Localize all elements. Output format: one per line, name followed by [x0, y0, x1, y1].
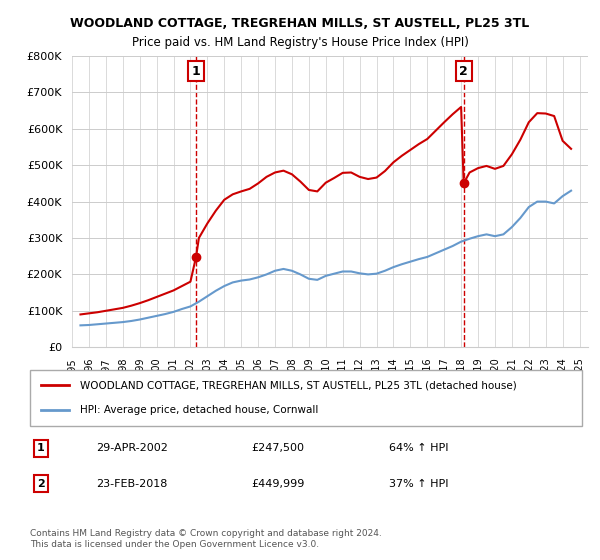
Text: 1: 1: [37, 444, 45, 454]
Text: 64% ↑ HPI: 64% ↑ HPI: [389, 444, 448, 454]
Text: 2: 2: [37, 479, 45, 489]
Text: WOODLAND COTTAGE, TREGREHAN MILLS, ST AUSTELL, PL25 3TL: WOODLAND COTTAGE, TREGREHAN MILLS, ST AU…: [70, 17, 530, 30]
Text: Contains HM Land Registry data © Crown copyright and database right 2024.
This d: Contains HM Land Registry data © Crown c…: [30, 529, 382, 549]
Text: 37% ↑ HPI: 37% ↑ HPI: [389, 479, 448, 489]
Text: WOODLAND COTTAGE, TREGREHAN MILLS, ST AUSTELL, PL25 3TL (detached house): WOODLAND COTTAGE, TREGREHAN MILLS, ST AU…: [80, 380, 517, 390]
Text: 23-FEB-2018: 23-FEB-2018: [96, 479, 167, 489]
Text: 2: 2: [459, 65, 468, 78]
Text: £247,500: £247,500: [251, 444, 304, 454]
Text: £449,999: £449,999: [251, 479, 304, 489]
Text: HPI: Average price, detached house, Cornwall: HPI: Average price, detached house, Corn…: [80, 405, 318, 415]
Text: 1: 1: [191, 65, 200, 78]
Text: 29-APR-2002: 29-APR-2002: [96, 444, 168, 454]
FancyBboxPatch shape: [30, 370, 582, 426]
Text: Price paid vs. HM Land Registry's House Price Index (HPI): Price paid vs. HM Land Registry's House …: [131, 36, 469, 49]
